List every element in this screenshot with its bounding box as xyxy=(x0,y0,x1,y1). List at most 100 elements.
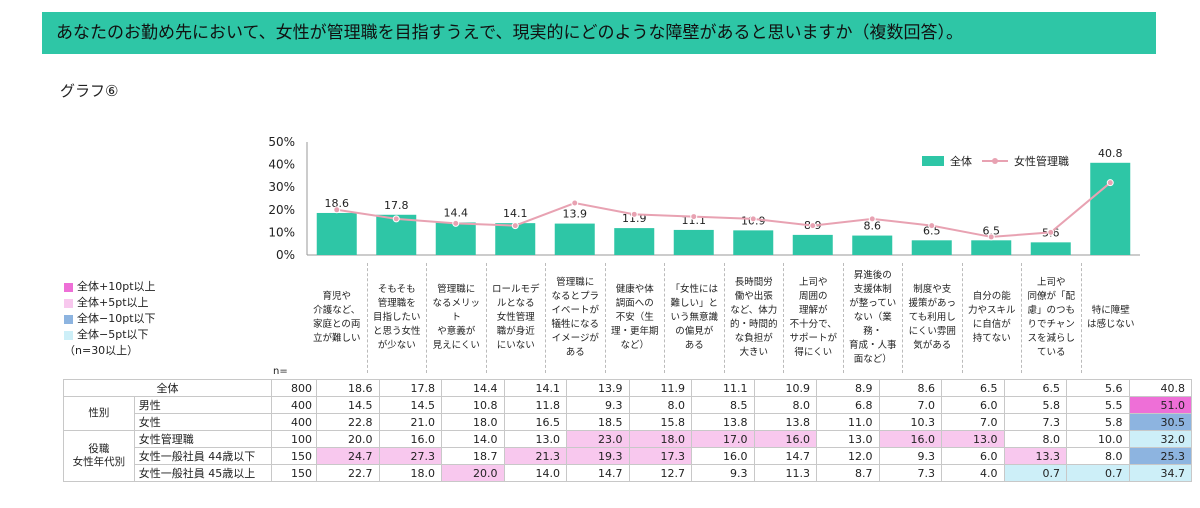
table-row: 性別 男性 400 14.5 14.5 10.8 11.8 9.3 8.0 8.5 8.0 6.8 7.… xyxy=(63,396,1192,431)
color-legend-label: 全体−5pt以下 xyxy=(77,328,149,341)
value-cell: 5.8 xyxy=(1003,396,1067,414)
color-legend-label: 全体+5pt以上 xyxy=(77,296,149,309)
line-point-14 xyxy=(1106,179,1114,187)
value-cell: 6.0 xyxy=(941,396,1005,414)
value-cell: 32.0 xyxy=(1128,430,1192,448)
value-cell: 8.9 xyxy=(816,379,880,397)
color-legend-item: 全体+10pt以上 xyxy=(64,279,156,295)
value-cell: 34.7 xyxy=(1128,464,1192,482)
value-cell: 16.0 xyxy=(878,430,942,448)
n-cell: 150 xyxy=(271,447,317,465)
value-cell: 5.5 xyxy=(1066,396,1130,414)
value-cell: 16.5 xyxy=(503,413,567,431)
value-cell: 6.8 xyxy=(816,396,880,414)
category-label: 管理職に なるとプラ イベートが 犠牲になる イメージが ある xyxy=(545,263,605,373)
value-cell: 18.7 xyxy=(441,447,505,465)
value-cell: 8.0 xyxy=(628,396,692,414)
table-row: 全体 800 18.6 17.8 14.4 14.1 13.9 11.9 11.1 10.9 8.9… xyxy=(63,379,1192,397)
row-label: 女性一般社員 45歳以上 xyxy=(133,464,273,482)
value-cell: 18.0 xyxy=(378,464,442,482)
bar-value-label: 17.8 xyxy=(384,199,409,212)
value-cell: 21.0 xyxy=(378,413,442,431)
value-cell: 20.0 xyxy=(441,464,505,482)
value-cell: 7.3 xyxy=(1003,413,1067,431)
line-point-5 xyxy=(571,199,579,207)
color-legend-swatch xyxy=(64,314,73,324)
color-legend-label: 全体−10pt以下 xyxy=(77,312,156,325)
value-cell: 14.0 xyxy=(441,430,505,448)
legend-label-total: 全体 xyxy=(950,154,972,168)
value-cell: 14.7 xyxy=(566,464,630,482)
line-point-6 xyxy=(630,210,638,218)
bar-value-label: 40.8 xyxy=(1098,147,1123,160)
value-cell: 0.7 xyxy=(1066,464,1130,482)
category-label: 育児や 介護など、 家庭との両 立が難しい xyxy=(312,291,361,344)
value-cell: 20.0 xyxy=(316,430,380,448)
bar-14 xyxy=(1090,162,1131,255)
value-cell: 12.0 xyxy=(816,447,880,465)
category-label: 管理職に なるメリット や意義が 見えにくい xyxy=(426,263,486,373)
bar-10 xyxy=(852,235,893,255)
row-label: 全体 xyxy=(63,379,272,397)
value-cell: 10.9 xyxy=(753,379,817,397)
value-cell: 7.0 xyxy=(878,396,942,414)
value-cell: 13.8 xyxy=(691,413,755,431)
value-cell: 5.6 xyxy=(1066,379,1130,397)
bar-1 xyxy=(316,212,357,255)
line-point-8 xyxy=(749,215,757,223)
value-cell: 24.7 xyxy=(316,447,380,465)
row-label: 女性 xyxy=(133,413,273,431)
value-cell: 16.0 xyxy=(691,447,755,465)
bar-value-label: 8.6 xyxy=(864,220,882,233)
category-label: 「女性には 難しい」と いう無意識 の偏見が ある xyxy=(664,263,724,373)
category-labels: 育児や 介護など、 家庭との両 立が難しい そもそも 管理職を 目指したい と思う女性 が少ない… xyxy=(307,263,1140,373)
value-cell: 14.1 xyxy=(503,379,567,397)
value-cell: 5.8 xyxy=(1066,413,1130,431)
color-legend: 全体+10pt以上 全体+5pt以上 全体−10pt以下 全体−5pt以下 （n=30以… xyxy=(64,279,156,359)
row-label: 男性 xyxy=(133,396,273,414)
value-cell: 22.7 xyxy=(316,464,380,482)
value-cell: 13.0 xyxy=(503,430,567,448)
value-cell: 11.0 xyxy=(816,413,880,431)
value-cell: 8.5 xyxy=(691,396,755,414)
category-label: そもそも 管理職を 目指したい と思う女性 が少ない xyxy=(366,263,427,373)
bar-6 xyxy=(614,228,655,255)
line-point-11 xyxy=(928,222,936,230)
bar-line-chart: 0%10%20%30%40%50%18.6 17.814.4 14.1 13.9 11.… xyxy=(268,135,1140,262)
group-label: 役職 女性年代別 xyxy=(63,430,135,482)
line-point-10 xyxy=(868,215,876,223)
value-cell: 16.0 xyxy=(753,430,817,448)
legend-swatch-bar xyxy=(922,156,944,166)
value-cell: 18.0 xyxy=(441,413,505,431)
line-point-4 xyxy=(511,222,519,230)
n-cell: 800 xyxy=(271,379,317,397)
value-cell: 7.0 xyxy=(941,413,1005,431)
value-cell: 10.3 xyxy=(878,413,942,431)
value-cell: 6.0 xyxy=(941,447,1005,465)
n-cell: 400 xyxy=(271,396,317,414)
legend-label-female-managers: 女性管理職 xyxy=(1014,154,1069,168)
color-legend-item: 全体−5pt以下 xyxy=(64,327,156,343)
value-cell: 25.3 xyxy=(1128,447,1192,465)
line-point-1 xyxy=(333,206,341,214)
group-label: 性別 xyxy=(63,396,135,431)
bar-5 xyxy=(554,223,595,255)
category-label: 健康や体 調面への 不安（生 理・更年期 など） xyxy=(604,263,665,373)
line-point-3 xyxy=(452,219,460,227)
color-legend-swatch xyxy=(64,282,73,292)
bar-value-label: 6.5 xyxy=(923,224,941,237)
bar-13 xyxy=(1030,242,1071,255)
y-tick-label: 0% xyxy=(276,248,295,262)
value-cell: 21.3 xyxy=(503,447,567,465)
color-legend-label: 全体+10pt以上 xyxy=(77,280,156,293)
color-legend-item: 全体−10pt以下 xyxy=(64,311,156,327)
value-cell: 18.6 xyxy=(316,379,380,397)
value-cell: 17.8 xyxy=(378,379,442,397)
category-label: 上司や 周囲の 理解が 不十分で、 サポートが 得にくい xyxy=(783,263,843,373)
row-label: 女性一般社員 44歳以下 xyxy=(133,447,273,465)
bar-value-label: 14.1 xyxy=(503,207,528,220)
value-cell: 8.0 xyxy=(753,396,817,414)
value-cell: 4.0 xyxy=(941,464,1005,482)
value-cell: 17.0 xyxy=(691,430,755,448)
value-cell: 40.8 xyxy=(1128,379,1192,397)
